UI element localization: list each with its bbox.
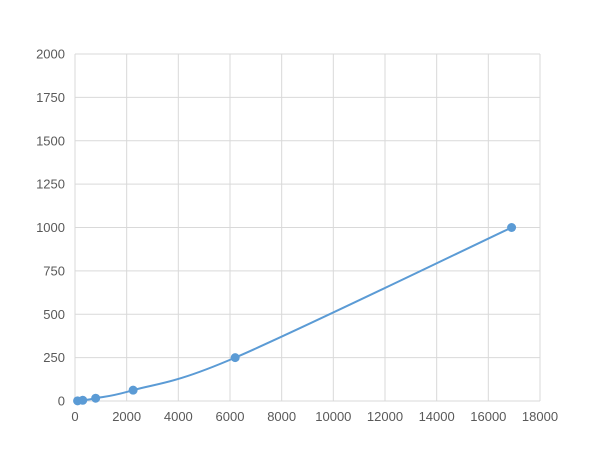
- y-tick-label: 1500: [36, 133, 65, 148]
- x-tick-label: 14000: [419, 409, 455, 424]
- y-axis-ticks: 0 250 500 750 1000 1250 1500 1750 2000: [36, 47, 65, 409]
- x-tick-label: 6000: [216, 409, 245, 424]
- data-point: [507, 223, 517, 232]
- x-tick-label: 16000: [470, 409, 506, 424]
- x-tick-label: 4000: [164, 409, 193, 424]
- data-point: [78, 395, 88, 405]
- y-tick-label: 1000: [36, 220, 65, 235]
- y-tick-label: 2000: [36, 47, 65, 62]
- x-tick-label: 0: [71, 409, 78, 424]
- data-point: [128, 385, 138, 395]
- x-tick-label: 8000: [267, 409, 296, 424]
- y-tick-label: 1250: [36, 177, 65, 192]
- x-tick-label: 10000: [315, 409, 351, 424]
- y-tick-label: 500: [43, 307, 65, 322]
- x-axis-ticks: 0 2000 4000 6000 8000 10000 12000 14000 16000 180…: [71, 409, 558, 424]
- series: [73, 223, 517, 406]
- data-point: [91, 393, 101, 403]
- x-tick-label: 12000: [367, 409, 403, 424]
- x-tick-label: 18000: [522, 409, 558, 424]
- x-tick-label: 2000: [112, 409, 141, 424]
- y-tick-label: 250: [43, 350, 65, 365]
- y-tick-label: 750: [43, 263, 65, 278]
- data-point: [230, 353, 240, 363]
- y-tick-label: 0: [58, 394, 65, 409]
- y-tick-label: 1750: [36, 90, 65, 105]
- grid: [74, 53, 541, 402]
